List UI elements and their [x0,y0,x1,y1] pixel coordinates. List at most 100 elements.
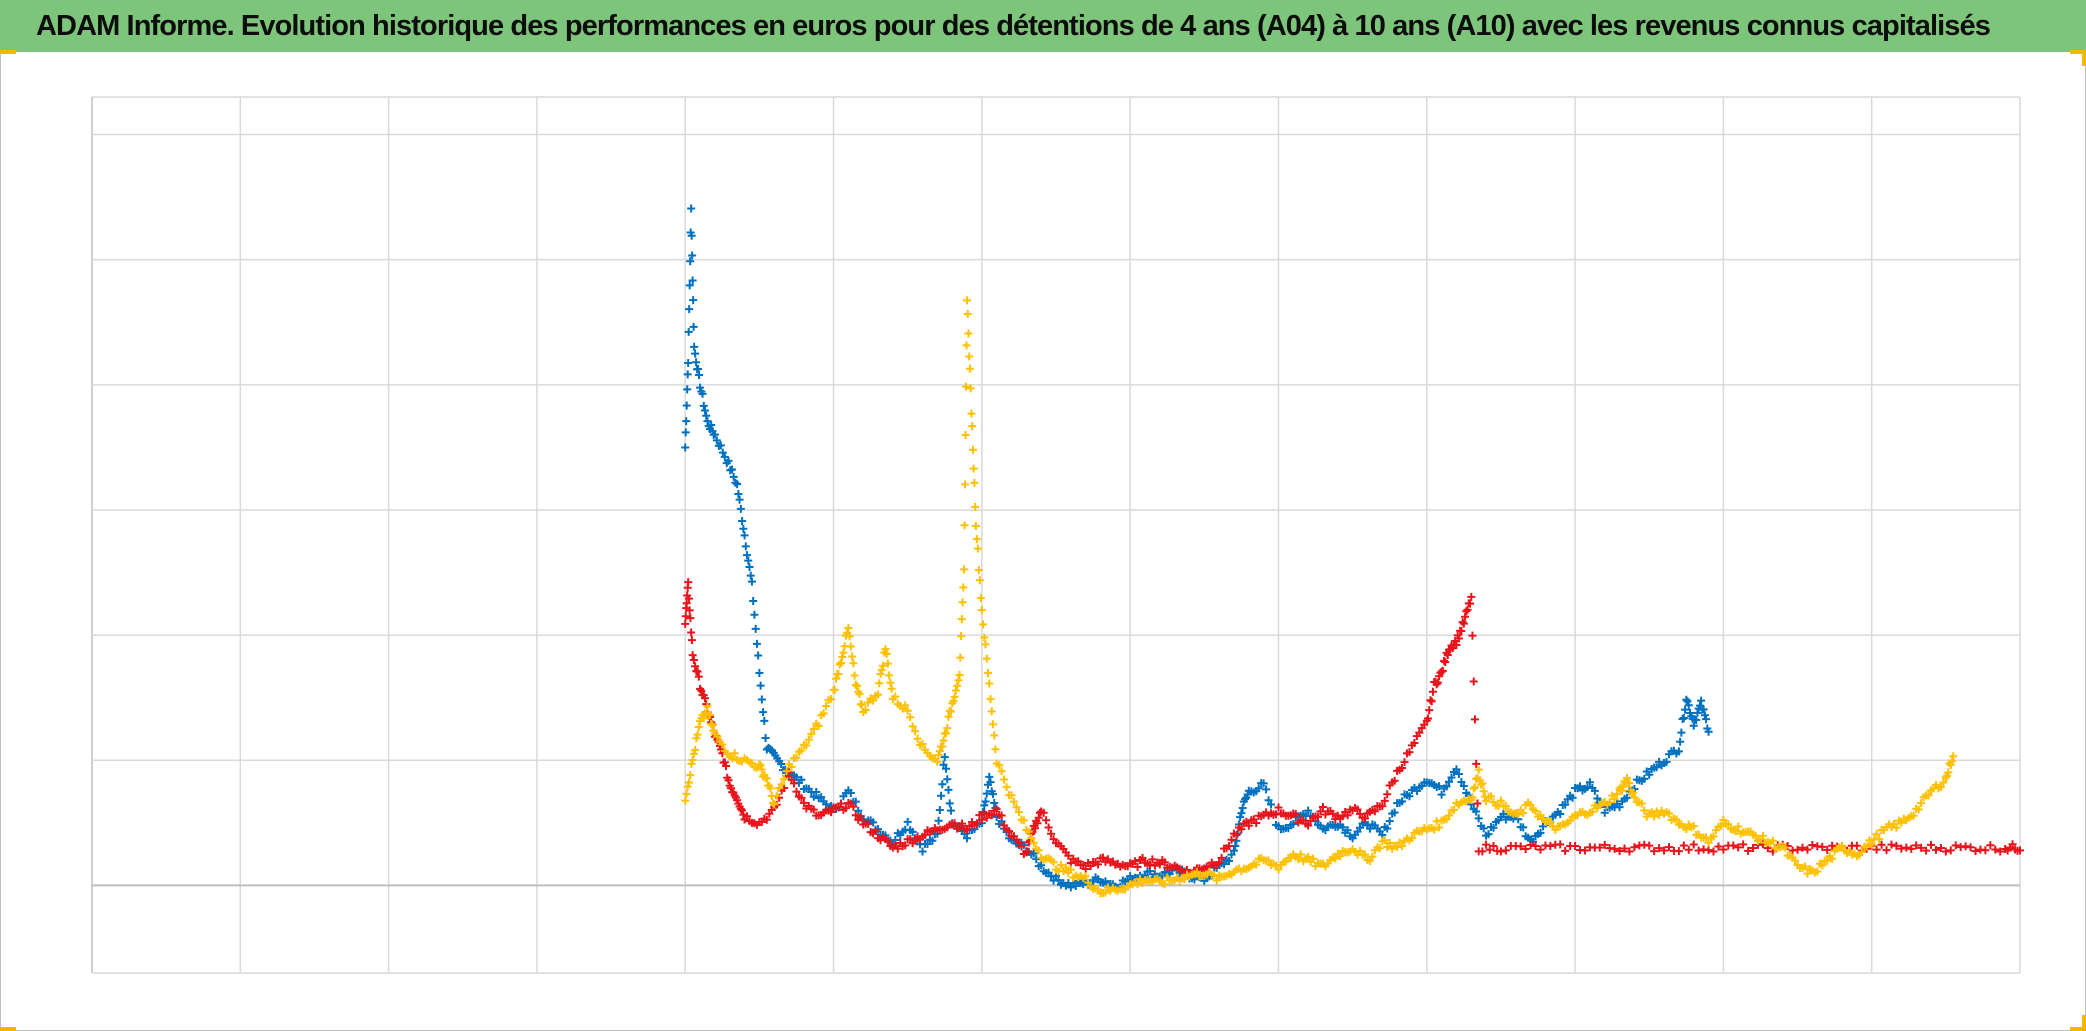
data-point [881,645,890,654]
data-point [1704,727,1713,736]
data-point [1089,877,1098,886]
data-point [684,594,693,603]
data-point [980,801,989,810]
data-point [1037,861,1046,870]
data-point [1447,773,1456,782]
data-point [1672,815,1681,824]
data-point [1655,810,1664,819]
data-point [1697,696,1706,705]
data-point [1467,592,1476,601]
data-point [780,775,789,784]
data-point [1012,803,1021,812]
data-point [1689,721,1698,730]
data-point [685,606,694,615]
corner-marker-bottom-right-vertical [2082,1015,2086,1031]
data-point [878,661,887,670]
data-point [1017,842,1026,851]
data-point [1469,677,1478,686]
data-point [726,784,735,793]
data-point [1897,844,1906,853]
data-point [988,790,997,799]
data-point [839,648,848,657]
data-point [875,679,884,688]
data-point [1489,823,1498,832]
data-point [1694,846,1703,855]
data-point [1704,846,1713,855]
data-point [1468,793,1477,802]
data-point [887,684,896,693]
data-point [986,778,995,787]
data-point [809,724,818,733]
data-point [1443,651,1452,660]
data-point [1936,782,1945,791]
data-point [864,698,873,707]
data-point [1398,764,1407,773]
data-point [792,773,801,782]
data-point [1094,860,1103,869]
data-point [933,757,942,766]
data-point [1148,855,1157,864]
data-point [683,370,692,379]
data-point [1296,850,1305,859]
data-point [841,804,850,813]
data-point [792,787,801,796]
data-point [1318,803,1327,812]
data-point [1702,715,1711,724]
data-point [1719,845,1728,854]
data-point [792,753,801,762]
data-point [1986,841,1995,850]
data-point [1463,605,1472,614]
data-point [972,535,981,544]
data-point [1044,823,1053,832]
data-point [1629,788,1638,797]
data-point [761,733,770,742]
data-point [685,305,694,314]
data-point [1254,784,1263,793]
data-point [1922,846,1931,855]
data-point [1274,865,1283,874]
data-point [809,805,818,814]
data-point [752,639,761,648]
data-point [682,401,691,410]
data-point [1360,850,1369,859]
data-point [1939,778,1948,787]
data-point [1316,807,1325,816]
data-point [1744,846,1753,855]
data-point [1585,778,1594,787]
data-point [942,764,951,773]
data-point [903,706,912,715]
data-point [961,431,970,440]
data-point [720,758,729,767]
data-point [1264,796,1273,805]
data-point [749,596,758,605]
data-point [692,358,701,367]
data-point [1800,862,1809,871]
data-point [1002,783,1011,792]
data-point [857,700,866,709]
data-point [1595,843,1604,852]
data-point [1232,830,1241,839]
data-point [1459,781,1468,790]
data-point [1309,854,1318,863]
data-point [817,793,826,802]
data-point [851,811,860,820]
data-point [1338,812,1347,821]
data-point [686,771,695,780]
data-point [1375,844,1384,853]
data-point [797,775,806,784]
data-point [911,727,920,736]
data-point [1390,776,1399,785]
data-point [1951,841,1960,850]
data-point [1474,765,1483,774]
data-point [1966,843,1975,852]
data-point [689,296,698,305]
data-point [1640,774,1649,783]
chart-title: ADAM Informe. Evolution historique des p… [36,9,1991,42]
data-point [971,503,980,512]
data-point [759,708,768,717]
data-point [812,788,821,797]
data-point [1791,856,1800,865]
grid [91,96,2021,974]
data-point [1838,841,1847,850]
data-point [997,767,1006,776]
